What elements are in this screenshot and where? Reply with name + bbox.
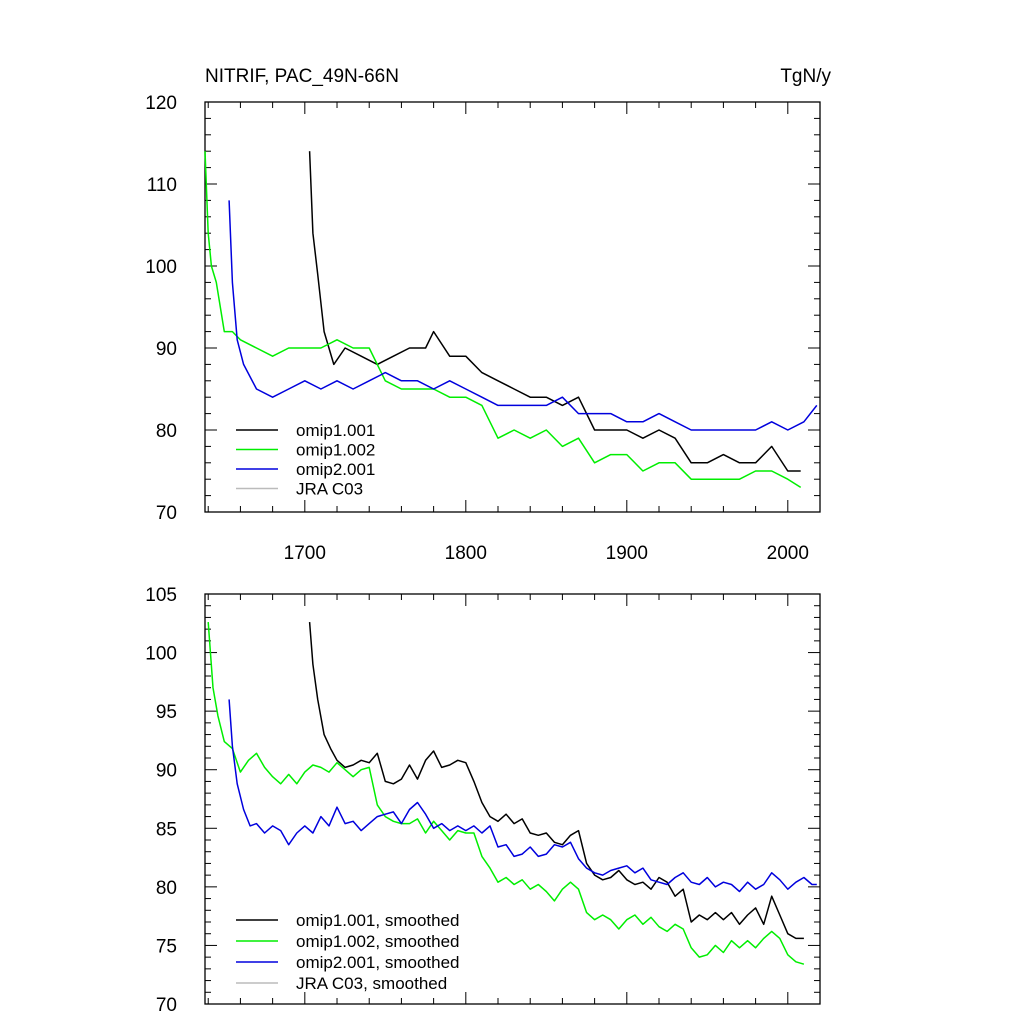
y-tick-label: 90 xyxy=(156,761,177,782)
y-tick-label: 75 xyxy=(156,936,177,957)
units-label: TgN/y xyxy=(780,66,831,87)
y-tick-label: 100 xyxy=(145,644,177,665)
series-line-2 xyxy=(228,200,818,431)
y-tick-label: 70 xyxy=(156,503,177,524)
legend-label: JRA C03 xyxy=(296,480,363,499)
y-tick-label: 100 xyxy=(145,257,177,278)
y-tick-label: 110 xyxy=(147,175,177,196)
legend-label: omip1.001 xyxy=(296,421,375,440)
legend-label: omip2.001 xyxy=(296,460,375,479)
legend-label: omip2.001, smoothed xyxy=(296,953,460,972)
series-line-0 xyxy=(308,622,804,940)
y-tick-label: 85 xyxy=(156,819,177,840)
plot-frame xyxy=(204,101,821,513)
top-panel-raw: NITRIF, PAC_49N-66N TgN/y 70 80 90 100 110 12… xyxy=(145,66,831,564)
y-tick-label: 120 xyxy=(145,93,177,114)
y-tick-label: 105 xyxy=(145,585,177,606)
plot-frame xyxy=(204,593,821,1005)
y-tick-label: 70 xyxy=(156,995,177,1016)
x-tick-label: 2000 xyxy=(767,543,809,564)
bottom-panel-smoothed: 70 75 80 85 90 95 100 105 omip1.001, smoothed omi… xyxy=(145,585,821,1016)
series-line-1 xyxy=(204,151,802,489)
y-tick-label: 80 xyxy=(156,421,177,442)
legend-label: omip1.001, smoothed xyxy=(296,911,460,930)
series-line-0 xyxy=(308,151,801,472)
x-tick-label: 1700 xyxy=(284,543,326,564)
legend-label: omip1.002 xyxy=(296,441,375,460)
chart-title: NITRIF, PAC_49N-66N xyxy=(205,66,399,87)
y-tick-label: 95 xyxy=(156,702,177,723)
series-line-2 xyxy=(228,699,817,893)
y-tick-label: 80 xyxy=(156,878,177,899)
legend-label: omip1.002, smoothed xyxy=(296,932,460,951)
series-line-1 xyxy=(207,622,805,965)
x-tick-label: 1900 xyxy=(606,543,648,564)
y-tick-label: 90 xyxy=(156,339,177,360)
legend-label: JRA C03, smoothed xyxy=(296,974,447,993)
x-tick-label: 1800 xyxy=(445,543,487,564)
